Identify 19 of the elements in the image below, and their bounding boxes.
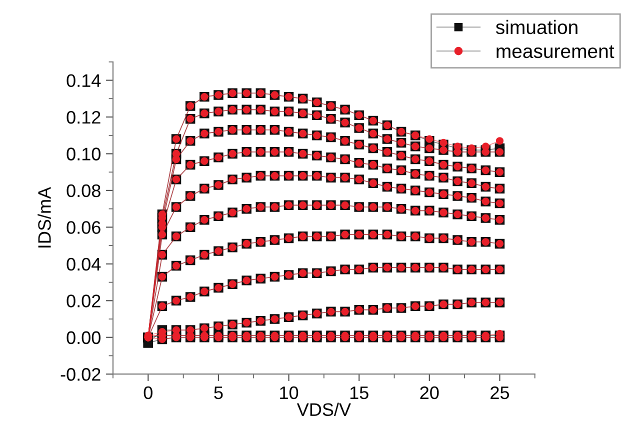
- x-tick-label: 20: [420, 386, 439, 400]
- legend-label: simuation: [496, 20, 578, 34]
- x-tick-label: 10: [280, 386, 298, 400]
- y-tick-label: 0.00: [66, 331, 100, 344]
- y-tick-label: 0.08: [66, 184, 100, 198]
- y-tick-label: 0.06: [66, 221, 100, 234]
- x-tick-label: 5: [214, 386, 223, 400]
- y-tick-label: 0.14: [66, 74, 101, 88]
- legend-label: measurement: [496, 45, 614, 58]
- y-tick-label: 0.12: [66, 110, 100, 124]
- x-tick-label: 0: [144, 386, 152, 400]
- y-tick-label: 0.02: [66, 294, 100, 308]
- x-axis-title: VDS/V: [296, 402, 351, 416]
- y-axis-title: IDS/mA: [38, 186, 51, 248]
- x-tick-label: 25: [490, 386, 510, 400]
- x-tick-label: 15: [350, 386, 368, 400]
- y-tick-label: -0.02: [60, 368, 100, 381]
- y-tick-label: 0.10: [66, 148, 100, 160]
- y-tick-label: 0.04: [66, 258, 101, 271]
